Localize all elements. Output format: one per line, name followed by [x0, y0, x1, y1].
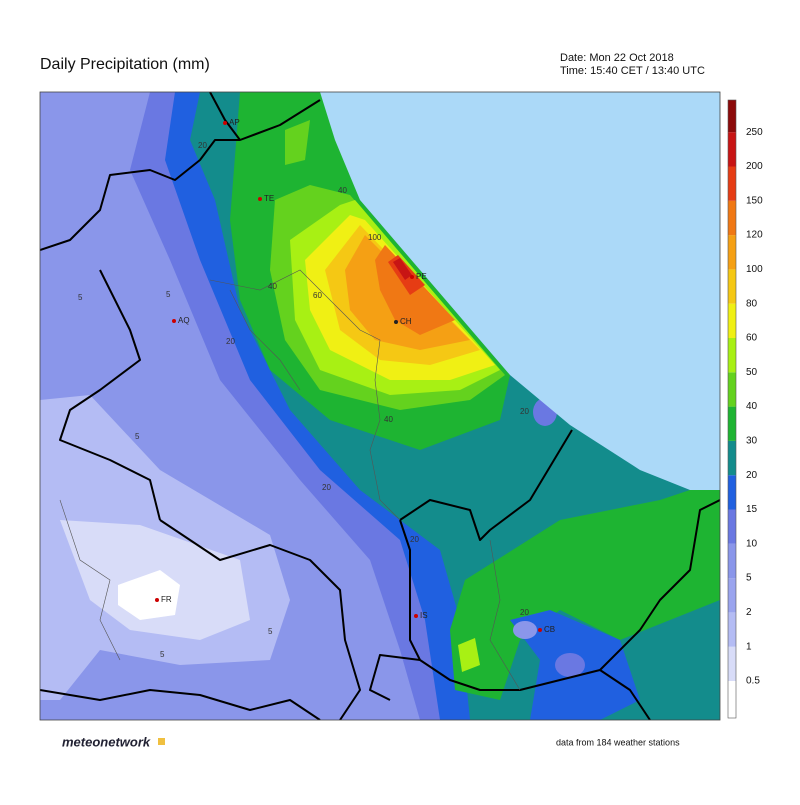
- contour-label: 5: [78, 293, 83, 302]
- contour-label: 5: [135, 432, 140, 441]
- city-label: CB: [544, 625, 555, 634]
- legend-label: 1: [746, 641, 752, 652]
- legend-label: 250: [746, 127, 763, 138]
- contour-label: 5: [160, 650, 165, 659]
- contour-label: 20: [322, 483, 331, 492]
- contour-labels: 20 40 100 40 60 5 5 20 5 20 40 20 20 20 …: [78, 141, 529, 659]
- legend-band: [728, 406, 736, 441]
- legend-band: [728, 543, 736, 579]
- color-legend: 0.5 1 2 5 10 15 20 30 40 50 60 80 100 120 150 200 250: [727, 99, 763, 719]
- legend-band: [728, 132, 736, 167]
- legend-label: 10: [746, 538, 758, 549]
- legend-label: 0.5: [746, 676, 760, 687]
- city-label: IS: [420, 611, 428, 620]
- contour-label: 40: [384, 415, 393, 424]
- legend-label: 20: [746, 470, 758, 481]
- contour-label: 40: [268, 282, 277, 291]
- legend-band: [728, 681, 736, 718]
- legend-band: [728, 509, 736, 544]
- legend-band: [728, 338, 736, 373]
- contour-label: 5: [268, 627, 273, 636]
- time: Time: 15:40 CET / 13:40 UTC: [560, 65, 705, 77]
- legend-band: [728, 235, 736, 270]
- source: data from 184 weather stations: [556, 737, 680, 747]
- date: Date: Mon 22 Oct 2018: [560, 52, 674, 64]
- legend-band: [728, 166, 736, 201]
- contour-label: 20: [226, 337, 235, 346]
- logo-mark: [158, 738, 165, 745]
- city-label: FR: [161, 595, 172, 604]
- legend-label: 2: [746, 607, 752, 618]
- legend-band: [728, 200, 736, 236]
- city-label: AQ: [178, 316, 190, 325]
- legend-band: [728, 578, 736, 613]
- city-label: PE: [416, 272, 427, 281]
- city-label: TE: [264, 194, 274, 203]
- legend-label: 80: [746, 298, 758, 309]
- legend-label: 15: [746, 504, 758, 515]
- legend-label: 100: [746, 264, 763, 275]
- legend-band: [728, 100, 736, 133]
- contour-label: 100: [368, 233, 382, 242]
- contour-label: 20: [410, 535, 419, 544]
- logo: meteonetwork: [62, 734, 151, 749]
- legend-label: 5: [746, 573, 752, 584]
- contour-label: 20: [520, 407, 529, 416]
- title: Daily Precipitation (mm): [40, 56, 210, 73]
- contour-label: 20: [198, 141, 207, 150]
- legend-frame: [727, 99, 737, 719]
- city-label: CH: [400, 317, 412, 326]
- legend-band: [728, 646, 736, 681]
- contour-label: 60: [313, 291, 322, 300]
- map: [39, 91, 721, 721]
- legend-band: [728, 440, 736, 476]
- city-label: AP: [229, 118, 240, 127]
- legend-label: 50: [746, 367, 758, 378]
- legend-label: 40: [746, 401, 758, 412]
- contour-label: 20: [520, 608, 529, 617]
- legend-label: 200: [746, 161, 763, 172]
- cities: AP TE PE CH AQ FR IS CB: [155, 118, 555, 634]
- legend-label: 60: [746, 333, 758, 344]
- legend-band: [728, 303, 736, 338]
- contour-label: 5: [166, 290, 171, 299]
- legend-label: 150: [746, 195, 763, 206]
- legend-label: 30: [746, 436, 758, 447]
- legend-band: [728, 475, 736, 510]
- legend-band: [728, 372, 736, 407]
- legend-band: [728, 269, 736, 304]
- contour-label: 40: [338, 186, 347, 195]
- legend-band: [728, 612, 736, 647]
- legend-label: 120: [746, 230, 763, 241]
